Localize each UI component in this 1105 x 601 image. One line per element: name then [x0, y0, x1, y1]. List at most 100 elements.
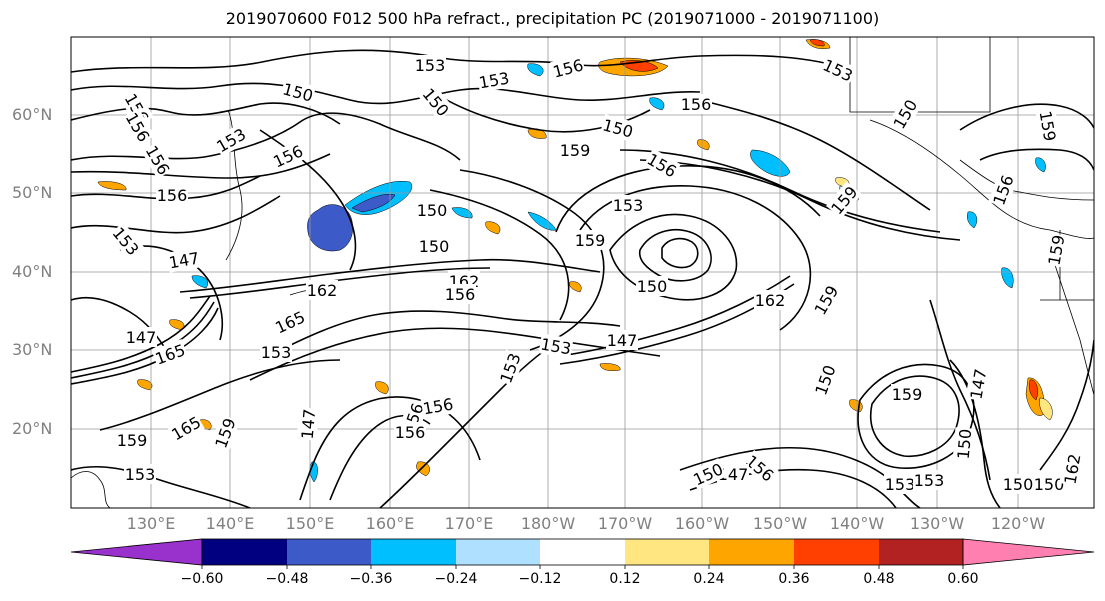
precip-area — [1035, 157, 1046, 173]
contour-label-bg — [891, 384, 923, 404]
coastline — [1049, 249, 1094, 396]
precip-area — [599, 363, 621, 371]
contour-label: 147 — [298, 408, 320, 440]
contour-line — [379, 339, 561, 508]
coastline — [71, 471, 111, 508]
contour-label-bg — [394, 422, 426, 442]
precip-area — [307, 204, 353, 252]
contour-label-bg — [952, 427, 976, 461]
contour-line — [639, 159, 961, 241]
contour-label-bg — [689, 458, 727, 490]
contour-label-bg — [120, 89, 154, 127]
colorbar-swatch — [371, 539, 456, 565]
colorbar-swatch — [625, 539, 709, 565]
contour-label-bg — [260, 342, 292, 362]
contour-line — [259, 310, 621, 361]
contour-line — [189, 267, 491, 299]
contour-label-bg — [420, 393, 456, 419]
colorbar — [70, 538, 1095, 569]
latitude-label: 60°N — [12, 105, 53, 124]
contour-label-bg — [210, 414, 240, 452]
precip-area — [967, 211, 978, 229]
contour-label: 147 — [126, 328, 157, 347]
contour-label-bg — [549, 54, 587, 82]
contour-line — [71, 49, 851, 73]
contour-label-bg — [717, 464, 749, 484]
contour-label: 153 — [885, 475, 916, 494]
contour-label-bg — [124, 464, 156, 484]
longitude-label: 130°E — [126, 514, 176, 533]
colorbar-label: 0.60 — [947, 571, 979, 587]
contour-label: 162 — [755, 291, 786, 310]
contour-line — [71, 153, 331, 179]
contour-label-bg — [151, 339, 189, 369]
colorbar-label: 0.24 — [693, 571, 725, 587]
longitude-label: 170°E — [444, 514, 494, 533]
latitude-label: 50°N — [12, 183, 53, 202]
contour-label-bg — [680, 94, 712, 114]
contour-label-bg — [1002, 474, 1034, 494]
colorbar-label: −0.48 — [265, 571, 309, 587]
colorbar-swatch — [879, 539, 963, 565]
contour-line — [71, 82, 701, 105]
contour-label-bg — [965, 366, 991, 402]
colorbar-label: −0.12 — [518, 571, 562, 587]
contour-label-bg — [156, 185, 188, 205]
contour-label-bg — [826, 181, 862, 219]
colorbar-extend-low — [70, 538, 203, 566]
contour-label: 159 — [892, 385, 923, 404]
precip-area — [569, 281, 582, 293]
contour-label-bg — [414, 55, 446, 75]
contour-line — [99, 359, 341, 431]
contour-label-bg — [612, 195, 644, 215]
contour-label-bg — [559, 140, 591, 160]
contour-label-bg — [754, 290, 786, 310]
colorbar-label: −0.36 — [349, 571, 393, 587]
precip-area — [1029, 379, 1038, 401]
contour-line — [119, 245, 223, 341]
contour-label-bg — [599, 114, 637, 142]
contour-label-bg — [884, 474, 916, 494]
contour-line — [699, 99, 931, 211]
colorbar-label: 0.36 — [778, 571, 810, 587]
contour-label-bg — [574, 230, 606, 250]
contour-label-bg — [166, 247, 202, 273]
contour-line — [71, 295, 211, 373]
contour-label-bg — [444, 284, 476, 304]
latitude-label: 40°N — [12, 262, 53, 281]
map-title: 2019070600 F012 500 hPa refract., precip… — [225, 9, 880, 28]
colorbar-swatch — [456, 539, 540, 565]
contour-label-bg — [296, 407, 320, 441]
contour-label: 153 — [415, 56, 446, 75]
colorbar-swatch — [287, 539, 371, 565]
contour-line — [949, 359, 1001, 508]
contour-line — [259, 129, 357, 271]
contour-line — [959, 103, 1094, 131]
contour-label-bg — [1059, 451, 1085, 487]
precip-area — [416, 461, 430, 477]
contour-label: 153 — [125, 465, 156, 484]
contour-label-bg — [141, 141, 175, 179]
precip-area — [451, 207, 473, 219]
contour-label-bg — [212, 123, 250, 157]
precip-area — [1039, 397, 1053, 421]
colorbar-label: −0.60 — [180, 571, 224, 587]
longitude-label: 170°W — [597, 514, 653, 533]
colorbar-outline — [201, 538, 964, 566]
contour-label-bg — [809, 281, 843, 319]
contour-label: 150 — [1034, 475, 1065, 494]
contour-label: 162 — [307, 281, 338, 300]
contour-label-bg — [636, 276, 668, 296]
contour-line — [179, 258, 601, 293]
contour-label: 147 — [718, 465, 749, 484]
precip-area — [97, 181, 127, 191]
coastline — [959, 159, 1094, 201]
contour-label: 150 — [954, 428, 976, 460]
contour-line — [638, 228, 712, 282]
contour-line — [429, 189, 570, 321]
precip-area — [351, 194, 396, 213]
contour-label: 159 — [560, 141, 591, 160]
longitude-label: 120°W — [990, 514, 1046, 533]
contour-label-bg — [121, 108, 155, 146]
